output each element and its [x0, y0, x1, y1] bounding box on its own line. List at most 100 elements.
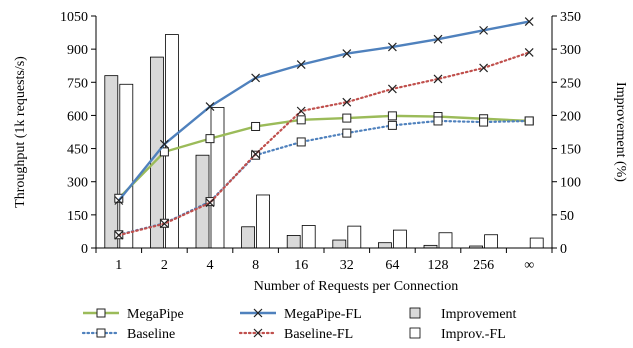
point-baseline-fl-4 [296, 106, 306, 116]
point-baseline-fl-6 [387, 84, 397, 94]
point-megapipe-fl-1 [159, 139, 169, 149]
legend-label: Baseline [127, 327, 175, 342]
point-megapipe-fl-9 [524, 17, 534, 26]
legend-item-megapipe-fl: MegaPipe-FL [240, 307, 362, 322]
bar-improvement-5 [332, 239, 347, 249]
y2-axis-title: Improvement (%) [613, 82, 628, 182]
legend-label: MegaPipe [127, 307, 184, 322]
point-megapipe-2 [205, 134, 215, 144]
point-megapipe-fl-6 [387, 42, 397, 52]
point-baseline-fl-8 [479, 63, 489, 73]
legend-swatch-bar [409, 327, 421, 339]
bar-improvement-0 [104, 75, 119, 249]
y2-tick-label: 200 [560, 109, 581, 124]
legend: MegaPipe MegaPipe-FL Improvement Baseline Ba… [81, 307, 517, 342]
bar-improv-fl-4 [301, 225, 316, 249]
point-baseline-fl-1 [159, 219, 169, 229]
point-megapipe-1 [159, 147, 169, 157]
x-tick-label: 16 [294, 258, 308, 273]
x-tick-label: 1 [115, 258, 122, 273]
legend-item-megapipe: MegaPipe [83, 307, 184, 322]
point-baseline-fl-3 [251, 149, 261, 159]
x-tick-label: 2 [161, 258, 168, 273]
y-tick-label: 150 [67, 209, 88, 224]
legend-swatch-marker [253, 308, 263, 318]
y-tick-label: 900 [67, 43, 88, 58]
point-megapipe-4 [296, 115, 306, 125]
x-tick-label: 128 [428, 258, 449, 273]
point-megapipe-fl-2 [205, 102, 215, 112]
point-megapipe-6 [387, 111, 397, 121]
point-baseline-fl-7 [433, 74, 443, 84]
x-tick-label: ∞ [524, 258, 534, 273]
y-tick-label: 750 [67, 76, 88, 91]
x-tick-label: 4 [207, 258, 214, 273]
bar-improv-fl-6 [392, 229, 407, 249]
legend-label: Improvement [441, 307, 517, 322]
point-baseline-4 [296, 137, 306, 147]
bar-improv-fl-8 [484, 234, 499, 249]
point-megapipe-fl-8 [479, 25, 489, 35]
point-baseline-fl-9 [524, 48, 534, 57]
legend-item-baseline-fl: Baseline-FL [238, 327, 353, 342]
point-baseline-6 [387, 120, 397, 130]
plot-area: 0 150 300 450 600 750 900 1050 0 50 100 150 200 250 30… [60, 10, 581, 273]
point-megapipe-5 [342, 113, 352, 123]
legend-item-improv-fl: Improv.-FL [409, 327, 506, 342]
point-baseline-5 [342, 128, 352, 138]
y2-tick-label: 50 [560, 209, 574, 224]
point-megapipe-fl-0 [114, 196, 124, 205]
point-baseline-fl-0 [114, 230, 124, 240]
y-tick-label: 300 [67, 176, 88, 191]
bar-improv-fl-5 [347, 225, 362, 249]
legend-swatch-bar [409, 307, 421, 319]
legend-item-baseline: Baseline [81, 327, 175, 342]
point-megapipe-fl-3 [251, 73, 261, 83]
point-megapipe-fl-7 [433, 34, 443, 44]
series-line-megapipe [117, 114, 530, 200]
y2-tick-label: 300 [560, 43, 581, 58]
point-megapipe-fl-5 [342, 49, 352, 58]
x-axis-title: Number of Requests per Connection [254, 279, 459, 294]
legend-label: MegaPipe-FL [284, 307, 362, 322]
y-tick-label: 450 [67, 143, 88, 158]
y2-tick-label: 100 [560, 176, 581, 191]
x-tick-label: 32 [340, 258, 354, 273]
y-tick-label: 0 [81, 242, 88, 257]
point-baseline-fl-5 [342, 97, 352, 107]
legend-label: Improv.-FL [441, 327, 506, 342]
bar-improvement-3 [241, 226, 256, 249]
point-baseline-2 [205, 197, 215, 207]
bar-improv-fl-7 [438, 232, 453, 249]
point-baseline-9 [524, 116, 534, 126]
y2-tick-label: 350 [560, 10, 581, 25]
y-axis-title: Throughput (1k requests/s) [13, 56, 28, 208]
y2-tick-label: 0 [560, 242, 567, 257]
bar-improvement-4 [286, 235, 301, 249]
point-megapipe-0 [114, 193, 124, 203]
x-tick-label: 64 [385, 258, 399, 273]
bar-improv-fl-9 [529, 237, 544, 249]
legend-label: Baseline-FL [284, 327, 353, 342]
point-baseline-fl-2 [205, 198, 215, 208]
x-tick-label: 256 [473, 258, 494, 273]
x-tick-label: 8 [252, 258, 259, 273]
legend-swatch-marker [96, 308, 106, 318]
point-megapipe-3 [251, 121, 261, 131]
series-line-baseline-fl [117, 51, 531, 237]
y-tick-label: 1050 [60, 10, 88, 25]
series-line-megapipe-fl [117, 20, 530, 202]
legend-swatch-marker [96, 328, 106, 338]
legend-swatch-marker [253, 328, 263, 338]
series-line-baseline [117, 119, 531, 236]
y2-tick-label: 250 [560, 76, 581, 91]
bar-improvement-6 [377, 242, 392, 249]
bar-improv-fl-0 [119, 83, 134, 249]
legend-item-improvement: Improvement [409, 307, 517, 322]
point-baseline-8 [479, 117, 489, 127]
point-megapipe-fl-4 [296, 60, 306, 70]
y2-tick-label: 150 [560, 143, 581, 158]
point-baseline-7 [433, 116, 443, 126]
bar-improv-fl-2 [210, 107, 225, 249]
